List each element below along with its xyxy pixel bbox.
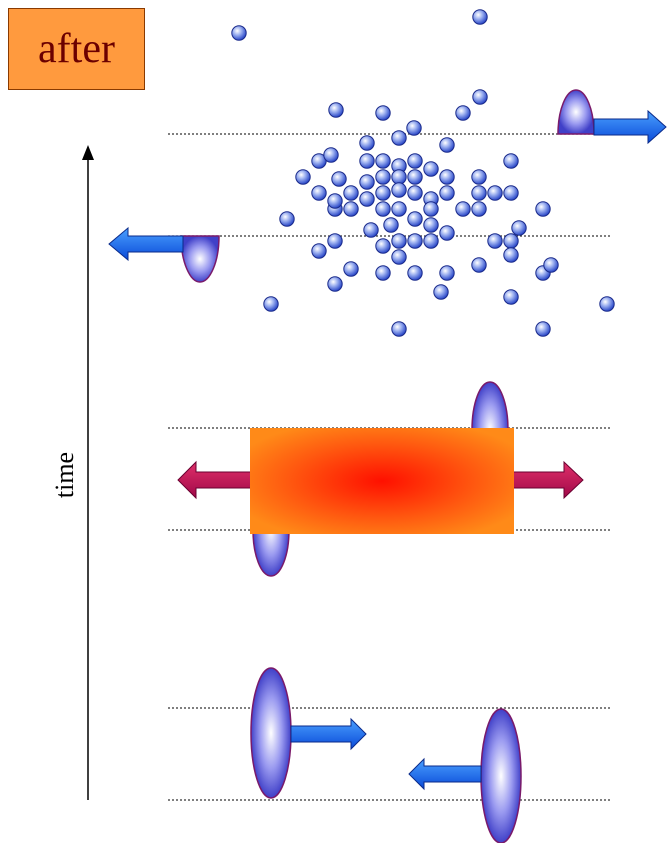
particle-sphere-icon — [359, 135, 375, 151]
particle-sphere-icon — [455, 201, 471, 217]
particle-sphere-icon — [343, 185, 359, 201]
particle-sphere-icon — [343, 201, 359, 217]
particle-sphere-icon — [391, 130, 407, 146]
particle-sphere-icon — [383, 217, 399, 233]
particle-sphere-icon — [471, 169, 487, 185]
particle-sphere-icon — [471, 257, 487, 273]
particle-sphere-icon — [407, 265, 423, 281]
particle-cloud — [231, 9, 615, 337]
particle-sphere-icon — [439, 225, 455, 241]
particle-sphere-icon — [231, 25, 247, 41]
particle-sphere-icon — [327, 193, 343, 209]
particle-sphere-icon — [407, 211, 423, 227]
particle-sphere-icon — [487, 185, 503, 201]
particle-sphere-icon — [359, 191, 375, 207]
particle-sphere-icon — [375, 238, 391, 254]
particle-sphere-icon — [423, 201, 439, 217]
particle-sphere-icon — [391, 182, 407, 198]
particle-sphere-icon — [343, 261, 359, 277]
particle-sphere-icon — [323, 147, 339, 163]
particle-sphere-icon — [406, 120, 422, 136]
particle-sphere-icon — [407, 169, 423, 185]
particle-sphere-icon — [375, 201, 391, 217]
particle-sphere-icon — [423, 233, 439, 249]
particle-sphere-icon — [511, 220, 527, 236]
particle-sphere-icon — [359, 174, 375, 190]
particle-sphere-icon — [391, 201, 407, 217]
particle-sphere-icon — [423, 161, 439, 177]
particle-sphere-icon — [391, 249, 407, 265]
particle-sphere-icon — [407, 185, 423, 201]
particle-sphere-icon — [439, 265, 455, 281]
particle-sphere-icon — [391, 169, 407, 185]
particle-sphere-icon — [535, 201, 551, 217]
particle-sphere-icon — [439, 137, 455, 153]
ellipse-bunch-icon — [250, 667, 292, 799]
time-axis-label: time — [50, 451, 79, 499]
arrow-icon — [290, 717, 367, 751]
particle-sphere-icon — [423, 217, 439, 233]
particle-sphere-icon — [471, 185, 487, 201]
arrow-icon — [177, 460, 253, 500]
particle-sphere-icon — [375, 153, 391, 169]
particle-sphere-icon — [503, 233, 519, 249]
ellipse-bunch-icon — [557, 89, 595, 135]
particle-sphere-icon — [407, 233, 423, 249]
particle-sphere-icon — [331, 171, 347, 187]
arrow-icon — [511, 460, 584, 500]
particle-sphere-icon — [535, 321, 551, 337]
ellipse-bunch-icon — [180, 235, 220, 283]
particle-sphere-icon — [433, 284, 449, 300]
particle-sphere-icon — [503, 247, 519, 263]
arrow-icon — [408, 757, 482, 791]
particle-sphere-icon — [375, 185, 391, 201]
particle-sphere-icon — [295, 169, 311, 185]
particle-sphere-icon — [503, 153, 519, 169]
particle-sphere-icon — [263, 296, 279, 312]
particle-sphere-icon — [472, 89, 488, 105]
particle-sphere-icon — [375, 169, 391, 185]
particle-sphere-icon — [328, 102, 344, 118]
particle-sphere-icon — [503, 289, 519, 305]
time-axis-arrowhead — [82, 145, 94, 160]
particle-sphere-icon — [543, 257, 559, 273]
arrow-icon — [108, 226, 184, 262]
particle-sphere-icon — [439, 185, 455, 201]
particle-sphere-icon — [599, 296, 615, 312]
fireball-collision — [250, 428, 514, 534]
particle-sphere-icon — [363, 222, 379, 238]
particle-sphere-icon — [455, 105, 471, 121]
particle-sphere-icon — [375, 265, 391, 281]
particle-sphere-icon — [375, 105, 391, 121]
ellipse-bunch-icon — [480, 708, 522, 844]
particle-sphere-icon — [327, 233, 343, 249]
particle-sphere-icon — [359, 153, 375, 169]
particle-sphere-icon — [327, 276, 343, 292]
particle-sphere-icon — [439, 169, 455, 185]
arrow-icon — [593, 109, 667, 145]
after-label: after — [8, 8, 145, 90]
particle-sphere-icon — [391, 321, 407, 337]
particle-sphere-icon — [503, 185, 519, 201]
particle-sphere-icon — [279, 211, 295, 227]
particle-sphere-icon — [471, 201, 487, 217]
particle-sphere-icon — [472, 9, 488, 25]
particle-sphere-icon — [391, 233, 407, 249]
particle-sphere-icon — [311, 185, 327, 201]
particle-sphere-icon — [311, 243, 327, 259]
particle-sphere-icon — [487, 233, 503, 249]
particle-sphere-icon — [407, 153, 423, 169]
